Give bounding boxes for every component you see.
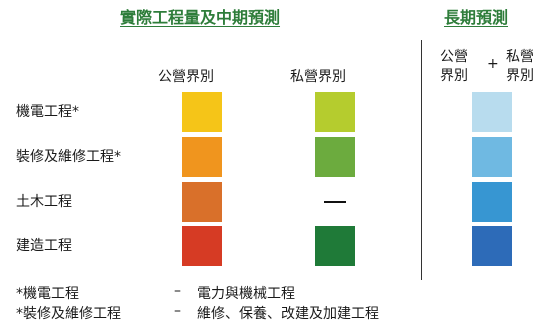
col-header-lt-public-2: 界別 [440, 68, 468, 84]
col-header-public: 公營界別 [158, 69, 214, 85]
swatch-private-renovation-maintenance [315, 137, 355, 177]
swatch-public-electrical-mechanical [182, 92, 222, 132]
footnote-term-electrical-mechanical: *機電工程 [16, 286, 79, 302]
footnote-desc-electrical-mechanical: 電力與機械工程 [197, 286, 295, 302]
swatch-long-term-civil-engineering [472, 182, 512, 222]
footnote-term-renovation-maintenance: *裝修及維修工程 [16, 306, 121, 322]
swatch-long-term-building-construction [472, 226, 512, 266]
dash-private-civil-engineering [324, 201, 346, 203]
footnote-desc-renovation-maintenance: 維修、保養、改建及加建工程 [197, 306, 379, 322]
heading-long-term: 長期預測 [444, 8, 509, 27]
swatch-long-term-electrical-mechanical [472, 92, 512, 132]
swatch-private-electrical-mechanical [315, 92, 355, 132]
col-header-lt-private-1: 私營 [506, 49, 534, 65]
swatch-public-building-construction [182, 226, 222, 266]
row-label-electrical-mechanical: 機電工程* [16, 104, 79, 120]
row-label-civil-engineering: 土木工程 [16, 194, 72, 210]
swatch-private-building-construction [315, 226, 355, 266]
swatch-public-civil-engineering [182, 182, 222, 222]
row-label-building-construction: 建造工程 [16, 238, 72, 254]
col-header-lt-private-2: 界別 [506, 68, 534, 84]
footnote-sep-electrical-mechanical: – [174, 283, 181, 299]
column-divider [421, 40, 422, 280]
swatch-long-term-renovation-maintenance [472, 137, 512, 177]
row-label-renovation-maintenance: 裝修及維修工程* [16, 149, 121, 165]
col-header-private: 私營界別 [290, 69, 346, 85]
swatch-public-renovation-maintenance [182, 137, 222, 177]
heading-actual-and-medium-term: 實際工程量及中期預測 [120, 8, 281, 27]
col-header-lt-plus: + [487, 56, 499, 72]
col-header-lt-public-1: 公營 [440, 49, 468, 65]
footnote-sep-renovation-maintenance: – [174, 303, 181, 319]
